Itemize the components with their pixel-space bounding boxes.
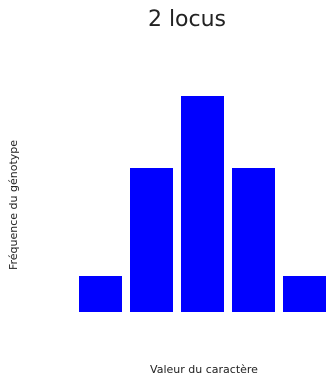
x-axis-label: Valeur du caractère — [150, 363, 258, 376]
bar-3 — [232, 168, 275, 312]
bars-group — [79, 96, 326, 312]
bar-0 — [79, 276, 122, 312]
bar-4 — [283, 276, 326, 312]
chart-title: 2 locus — [148, 7, 226, 32]
bar-1 — [130, 168, 173, 312]
y-axis-label: Fréquence du génotype — [7, 140, 20, 270]
bar-2 — [181, 96, 224, 312]
